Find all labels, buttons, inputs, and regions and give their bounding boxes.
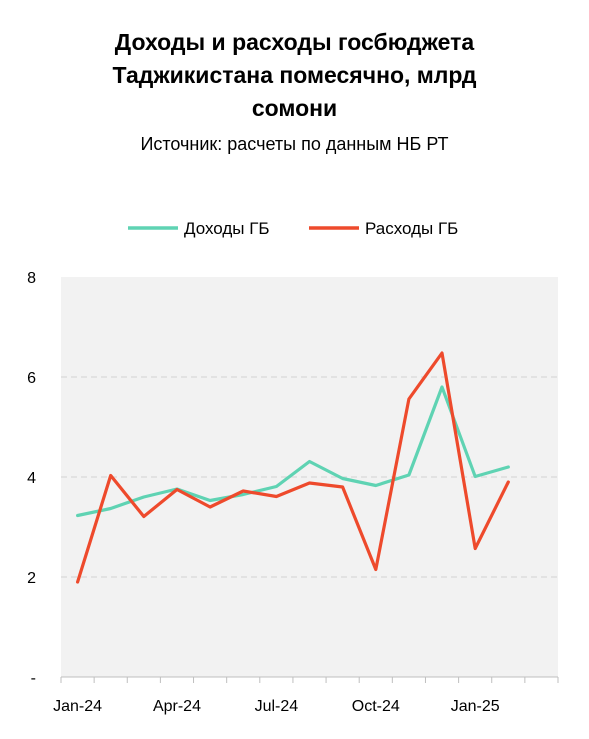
chart-legend: Доходы ГБ Расходы ГБ — [128, 219, 458, 238]
x-tick-label: Jan-24 — [53, 698, 102, 715]
y-tick-label: 6 — [27, 370, 36, 387]
series-lines — [75, 351, 510, 584]
y-tick-label: 4 — [27, 470, 36, 487]
chart-title-line-3: сомони — [251, 95, 338, 121]
legend-item-expenses-label: Расходы ГБ — [365, 219, 458, 238]
chart-subtitle: Источник: расчеты по данным НБ РТ — [140, 134, 449, 154]
series-line-expenses — [75, 351, 510, 584]
axes: - 2 4 6 8 Jan-24 Apr-24 Jul-24 Oct-24 Jan-25 — [27, 270, 559, 715]
x-tick-label: Apr-24 — [153, 698, 201, 715]
chart-title-line-1: Доходы и расходы госбюджета — [114, 29, 475, 55]
series-line-income — [75, 385, 510, 518]
y-tick-label: 8 — [27, 270, 36, 287]
x-tick-label: Jan-25 — [451, 698, 500, 715]
x-tick-label: Oct-24 — [352, 698, 400, 715]
x-tick-label: Jul-24 — [255, 698, 299, 715]
chart-title: Доходы и расходы госбюджета Таджикистана… — [0, 26, 589, 125]
legend-item-income-label: Доходы ГБ — [184, 219, 270, 238]
chart-title-line-2: Таджикистана помесячно, млрд — [112, 62, 477, 88]
y-tick-label: 2 — [27, 570, 36, 587]
y-tick-label: - — [31, 670, 36, 687]
